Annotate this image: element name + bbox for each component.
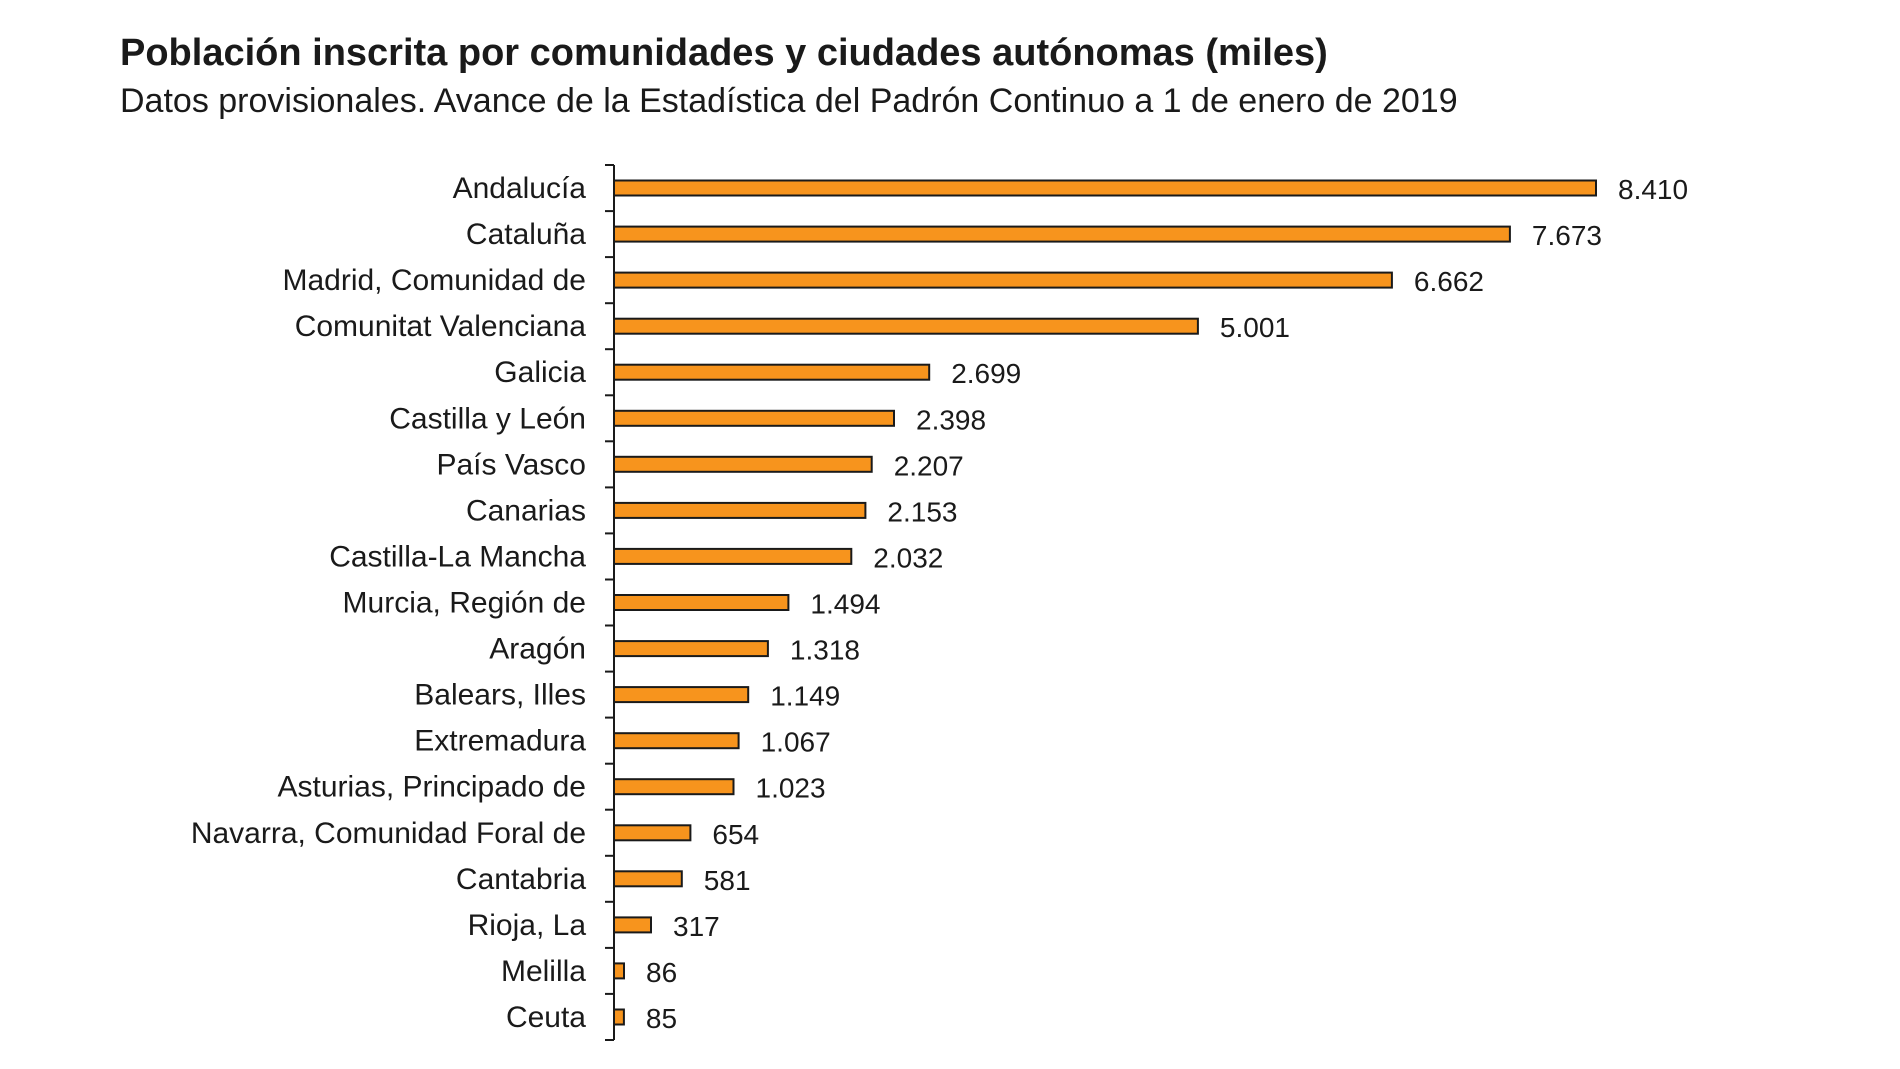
category-label-10: Aragón [489,633,586,666]
category-label-12: Extremadura [414,725,586,758]
value-label-13: 1.023 [756,773,826,804]
bar-11 [613,686,750,704]
bar-14 [613,824,692,842]
bar-1 [613,225,1511,243]
value-label-8: 2.032 [873,542,943,573]
category-label-17: Melilla [501,955,586,988]
value-label-14: 654 [712,819,759,850]
bar-13 [613,778,735,796]
bar-16 [613,916,652,934]
bar-6 [613,455,873,473]
chart-subtitle: Datos provisionales. Avance de la Estadí… [120,82,1458,120]
value-label-6: 2.207 [894,450,964,481]
value-label-15: 581 [704,865,751,896]
value-label-0: 8.410 [1618,174,1688,205]
bar-15 [613,870,683,888]
value-label-18: 85 [646,1003,677,1034]
category-label-6: País Vasco [436,448,586,481]
category-label-18: Ceuta [506,1001,586,1034]
category-label-1: Cataluña [466,218,586,251]
category-label-0: Andalucía [453,172,587,205]
bar-9 [613,594,790,611]
y-axis [605,164,615,1041]
value-label-17: 86 [646,957,677,988]
category-label-2: Madrid, Comunidad de [282,264,586,297]
value-label-12: 1.067 [761,727,831,758]
bar-18 [613,1008,625,1026]
value-label-4: 2.699 [951,358,1021,389]
value-label-1: 7.673 [1532,220,1602,251]
value-label-16: 317 [673,911,720,942]
bar-4 [613,363,931,381]
bar-7 [613,501,867,519]
value-label-11: 1.149 [770,681,840,712]
value-label-3: 5.001 [1220,312,1290,343]
bar-3 [613,317,1199,335]
bar-12 [613,732,740,750]
value-label-7: 2.153 [887,496,957,527]
value-label-10: 1.318 [790,635,860,666]
category-label-16: Rioja, La [468,909,587,942]
value-label-5: 2.398 [916,404,986,435]
chart-title: Población inscrita por comunidades y ciu… [120,32,1328,74]
value-label-9: 1.494 [810,589,880,620]
bar-5 [613,409,895,427]
category-label-15: Cantabria [456,863,586,896]
category-label-11: Balears, Illes [414,679,586,712]
bar-10 [613,640,769,658]
category-label-5: Castilla y León [389,402,586,435]
category-label-3: Comunitat Valenciana [295,310,587,343]
value-label-2: 6.662 [1414,266,1484,297]
category-label-13: Asturias, Principado de [278,771,587,804]
category-label-9: Murcia, Región de [343,587,586,620]
category-label-8: Castilla-La Mancha [329,540,586,573]
category-label-7: Canarias [466,494,586,527]
bar-17 [613,962,625,980]
bar-2 [613,271,1393,289]
category-label-14: Navarra, Comunidad Foral de [191,817,586,850]
bars-layer: Andalucía 8.410 Cataluña 7.673 Madrid, Comun… [191,172,1688,1034]
bar-8 [613,547,853,565]
bar-0 [613,179,1597,197]
category-label-4: Galicia [494,356,586,389]
